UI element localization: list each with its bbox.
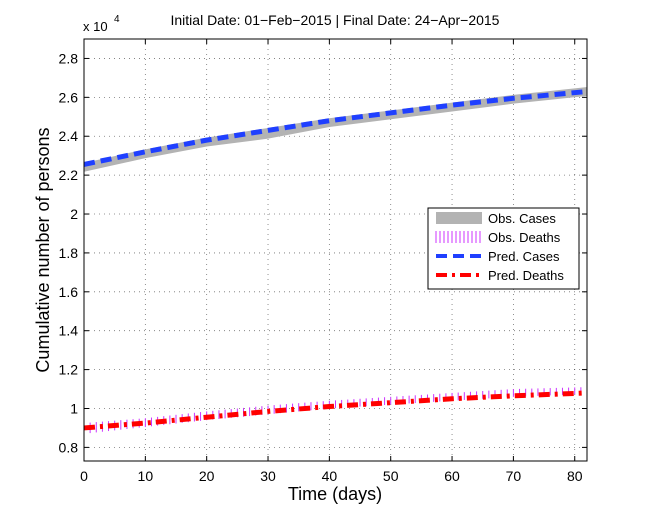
- y-tick-label: 2: [70, 206, 78, 222]
- ticks: 0 10 20 30 40 50 60 70 80 0.8 1 1.2 1.4 1.6 1.8 2 2.2 2.4…: [59, 39, 587, 484]
- y-tick-label: 1.2: [59, 362, 79, 378]
- y-tick-label: 2.2: [59, 167, 79, 183]
- y-exponent-power: 4: [114, 14, 120, 25]
- y-tick-label: 1.8: [59, 245, 79, 261]
- x-tick-label: 50: [383, 468, 399, 484]
- legend-label-obs-deaths: Obs. Deaths: [488, 230, 561, 245]
- y-tick-label: 1.4: [59, 323, 79, 339]
- x-tick-label: 80: [567, 468, 583, 484]
- series-pred-cases: [83, 89, 588, 167]
- x-tick-label: 60: [444, 468, 460, 484]
- x-tick-label: 30: [260, 468, 276, 484]
- legend: Obs. Cases Obs. Deaths Pred. Cases Pred. De…: [427, 207, 580, 290]
- x-tick-label: 0: [80, 468, 88, 484]
- y-tick-label: 0.8: [59, 439, 79, 455]
- y-tick-label: 2.6: [59, 89, 79, 105]
- y-tick-label: 2.8: [59, 50, 79, 66]
- legend-label-obs-cases: Obs. Cases: [488, 211, 556, 226]
- y-tick-label: 1.6: [59, 284, 79, 300]
- legend-swatch-obs-cases: [436, 212, 482, 224]
- y-exponent-label: x 10 4: [83, 14, 120, 34]
- legend-swatch-obs-deaths: [435, 231, 481, 243]
- series-pred-deaths: [83, 390, 588, 431]
- series-obs-deaths: [83, 387, 588, 434]
- x-tick-label: 10: [138, 468, 154, 484]
- y-exponent-base: x 10: [83, 19, 108, 34]
- chart-title: Initial Date: 01−Feb−2015 | Final Date: …: [171, 12, 500, 28]
- legend-label-pred-deaths: Pred. Deaths: [488, 268, 564, 283]
- plot-frame: [83, 38, 588, 462]
- x-tick-label: 40: [322, 468, 338, 484]
- y-tick-label: 1: [70, 400, 78, 416]
- x-tick-label: 70: [506, 468, 522, 484]
- legend-label-pred-cases: Pred. Cases: [488, 249, 560, 264]
- y-axis-label: Cumulative number of persons: [33, 127, 53, 372]
- x-tick-label: 20: [199, 468, 215, 484]
- x-axis-label: Time (days): [288, 484, 382, 504]
- y-tick-label: 2.4: [59, 128, 79, 144]
